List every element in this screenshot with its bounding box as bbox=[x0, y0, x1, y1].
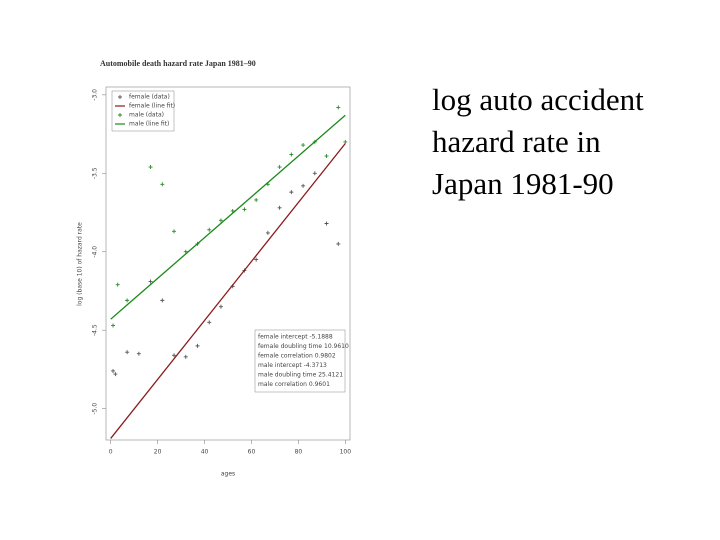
data-point bbox=[265, 230, 270, 235]
data-point bbox=[148, 165, 153, 170]
data-point bbox=[312, 171, 317, 176]
annotation-text: male correlation 0.9601 bbox=[258, 381, 330, 388]
legend-swatch bbox=[118, 113, 122, 117]
slide-text: hazard rate in bbox=[432, 124, 601, 159]
data-point bbox=[160, 182, 165, 187]
data-point bbox=[218, 218, 223, 223]
annotation-text: female intercept -5.1888 bbox=[258, 334, 333, 341]
data-point bbox=[172, 229, 177, 234]
data-point bbox=[277, 205, 282, 210]
data-point bbox=[183, 249, 188, 254]
annotation-text: female doubling time 10.9610 bbox=[258, 343, 349, 350]
data-point bbox=[111, 368, 116, 373]
y-axis-label: log (base 10) of hazard rate bbox=[77, 222, 84, 306]
legend-swatch bbox=[118, 95, 122, 99]
data-point bbox=[160, 298, 165, 303]
x-tick-label: 60 bbox=[248, 449, 256, 456]
data-point bbox=[301, 183, 306, 188]
y-tick-label: -4.5 bbox=[92, 324, 99, 336]
y-tick-label: -3.5 bbox=[92, 167, 99, 179]
data-point bbox=[324, 154, 329, 159]
data-point bbox=[324, 221, 329, 226]
x-tick-label: 20 bbox=[154, 449, 162, 456]
plot-frame bbox=[105, 86, 351, 441]
legend-label: male (line fit) bbox=[129, 121, 169, 128]
data-point bbox=[336, 241, 341, 246]
data-point bbox=[113, 372, 118, 377]
annotation-box bbox=[254, 329, 346, 393]
data-point bbox=[207, 227, 212, 232]
data-point bbox=[277, 165, 282, 170]
annotation-text: male intercept -4.3713 bbox=[258, 362, 327, 369]
legend-label: male (data) bbox=[129, 112, 164, 119]
data-point bbox=[242, 207, 247, 212]
data-point bbox=[172, 353, 177, 358]
data-point bbox=[336, 105, 341, 110]
chart-title: Automobile death hazard rate Japan 1981–… bbox=[100, 59, 256, 68]
data-point bbox=[254, 257, 259, 262]
data-point bbox=[218, 304, 223, 309]
data-point bbox=[230, 208, 235, 213]
data-point bbox=[115, 282, 120, 287]
y-tick-label: -3.0 bbox=[92, 89, 99, 101]
fit-line bbox=[110, 143, 346, 439]
data-point bbox=[254, 197, 259, 202]
x-tick-label: 40 bbox=[201, 449, 209, 456]
x-tick-label: 80 bbox=[295, 449, 303, 456]
annotation-text: male doubling time 25.4121 bbox=[258, 372, 343, 379]
x-axis-label: ages bbox=[221, 471, 235, 478]
legend-label: female (line fit) bbox=[129, 103, 175, 110]
slide-text: log auto accident bbox=[432, 82, 644, 117]
data-point bbox=[125, 298, 130, 303]
data-point bbox=[207, 320, 212, 325]
data-point bbox=[301, 143, 306, 148]
x-tick-label: 0 bbox=[109, 449, 113, 456]
data-point bbox=[125, 350, 130, 355]
x-tick-label: 100 bbox=[340, 449, 352, 456]
annotation-text: female correlation 0.9802 bbox=[258, 353, 336, 360]
legend-label: female (data) bbox=[129, 94, 170, 101]
fit-line bbox=[110, 114, 346, 320]
data-point bbox=[136, 351, 141, 356]
data-point bbox=[195, 343, 200, 348]
data-point bbox=[111, 323, 116, 328]
data-point bbox=[183, 354, 188, 359]
data-point bbox=[148, 279, 153, 284]
y-tick-label: -4.0 bbox=[92, 246, 99, 258]
data-point bbox=[289, 152, 294, 157]
y-tick-label: -5.0 bbox=[92, 403, 99, 415]
slide-text: Japan 1981-90 bbox=[432, 166, 614, 201]
data-point bbox=[343, 139, 348, 144]
data-point bbox=[289, 190, 294, 195]
